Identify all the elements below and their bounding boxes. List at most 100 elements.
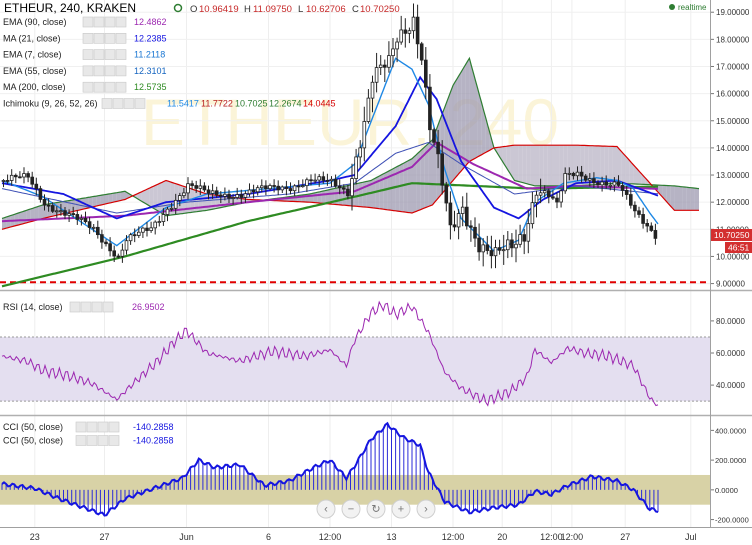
cci-legend-button[interactable]: [108, 421, 120, 433]
indicator-row-button[interactable]: [82, 65, 94, 77]
indicator-row-button[interactable]: [93, 16, 105, 28]
cci-legend-button[interactable]: [75, 435, 87, 446]
symbol-title[interactable]: ETHEUR, 240, KRAKEN: [4, 1, 136, 15]
cci-legend-button[interactable]: [86, 435, 98, 446]
cci-legend[interactable]: CCI (50, close) -140.2858: [3, 421, 174, 433]
indicator-row-button[interactable]: [115, 65, 127, 77]
indicator-row-button[interactable]: [93, 32, 105, 44]
cci-legend-button[interactable]: [97, 421, 109, 433]
indicator-row-button[interactable]: [93, 49, 105, 60]
candle-body: [108, 243, 112, 252]
indicator-row-button[interactable]: [115, 32, 127, 44]
indicator-row-button[interactable]: [104, 65, 116, 77]
ohlc-low-value: 10.62706: [306, 4, 346, 15]
cci-legend-button[interactable]: [108, 435, 120, 446]
indicator-row[interactable]: EMA (55, close) 12.3101: [3, 65, 167, 77]
time-tick-label: 6: [266, 532, 271, 542]
indicator-row-button[interactable]: [93, 81, 105, 93]
candle-body: [194, 185, 199, 189]
cloud-segment: [530, 145, 535, 186]
cci-legend-button[interactable]: [75, 421, 87, 433]
cloud-segment: [207, 194, 212, 211]
cloud-segment: [617, 146, 622, 184]
indicator-row-button[interactable]: [82, 49, 94, 60]
candle-body: [9, 174, 14, 181]
nav-button-circle[interactable]: [391, 499, 411, 519]
indicator-row-button[interactable]: [115, 49, 127, 60]
last-price-tag: 10.70250 46:51: [711, 229, 752, 253]
nav-button-circle[interactable]: [341, 499, 361, 519]
price-tick-label: 12.00000: [716, 198, 750, 207]
zoom-out-button[interactable]: −: [341, 499, 361, 519]
cloud-segment: [518, 145, 523, 183]
indicator-row-button[interactable]: [104, 32, 116, 44]
realtime-label: realtime: [678, 3, 707, 12]
realtime-dot: [669, 4, 675, 10]
indicator-row-button[interactable]: [104, 16, 116, 28]
last-price-box: [711, 229, 752, 241]
candle-body: [428, 86, 432, 131]
cloud-segment: [453, 78, 458, 181]
cloud-segment: [92, 196, 97, 208]
candle-body: [419, 43, 424, 61]
indicator-row-button[interactable]: [104, 81, 116, 93]
rsi-legend[interactable]: RSI (14, close) 26.9502: [3, 301, 165, 313]
ichimoku-row-button[interactable]: [112, 98, 124, 109]
cloud-segment: [457, 71, 462, 176]
candle-body: [235, 194, 240, 198]
countdown-box: [725, 242, 752, 253]
candle-body: [317, 176, 321, 181]
rsi-legend-button[interactable]: [102, 301, 114, 313]
indicator-row-button[interactable]: [82, 16, 94, 28]
indicator-row[interactable]: MA (200, close) 12.5735: [3, 81, 167, 93]
candle-body: [337, 185, 342, 189]
cci-tick-label: -200.0000: [715, 516, 749, 525]
indicator-row-button[interactable]: [93, 65, 105, 77]
cloud-segment: [633, 164, 638, 185]
cloud-segment: [383, 171, 388, 210]
candle-body: [620, 185, 625, 191]
indicator-value: 12.3101: [134, 66, 167, 76]
rsi-legend-button[interactable]: [69, 301, 81, 313]
reset-button[interactable]: ↻: [366, 499, 386, 519]
scroll-right-button[interactable]: ›: [416, 499, 436, 519]
nav-button-circle[interactable]: [416, 499, 436, 519]
cloud-segment: [338, 186, 343, 206]
candle-body: [71, 213, 76, 215]
ichimoku-row-button[interactable]: [134, 98, 146, 109]
rsi-legend-button[interactable]: [80, 301, 92, 313]
scroll-left-button[interactable]: ‹: [316, 499, 336, 519]
ohlc-open-label: O: [190, 4, 197, 15]
nav-button-circle[interactable]: [366, 499, 386, 519]
indicator-row[interactable]: EMA (90, close) 12.4862: [3, 16, 167, 28]
indicator-row-button[interactable]: [82, 81, 94, 93]
chart-header: ETHEUR, 240, KRAKEN O 10.96419 H 11.0975…: [4, 1, 707, 15]
cci-legend-button[interactable]: [97, 435, 109, 446]
ohlc-high-value: 11.09750: [253, 4, 292, 15]
nav-button-circle[interactable]: [316, 499, 336, 519]
zoom-in-button[interactable]: +: [391, 499, 411, 519]
candle-body: [374, 67, 379, 83]
indicator-row-button[interactable]: [104, 49, 116, 60]
price-tick-label: 10.00000: [716, 252, 750, 261]
price-tick-label: 18.00000: [716, 35, 750, 44]
cci-legend[interactable]: CCI (50, close) -140.2858: [3, 435, 174, 446]
ichimoku-row-button[interactable]: [123, 98, 135, 109]
ichimoku-row[interactable]: Ichimoku (9, 26, 52, 26) 11.5417 11.7722 10…: [3, 98, 336, 109]
cloud-segment: [571, 145, 576, 186]
candle-body: [350, 178, 354, 197]
cci-legend-button[interactable]: [86, 421, 98, 433]
candle-body: [227, 193, 231, 199]
indicator-row-button[interactable]: [115, 81, 127, 93]
indicator-row-button[interactable]: [82, 32, 94, 44]
rsi-legend-button[interactable]: [91, 301, 103, 313]
indicator-row[interactable]: MA (21, close) 12.2385: [3, 32, 167, 44]
ichimoku-row-button[interactable]: [101, 98, 113, 109]
indicator-row-button[interactable]: [115, 16, 127, 28]
indicator-row[interactable]: EMA (7, close) 11.2118: [3, 49, 165, 60]
cloud-segment: [18, 211, 23, 225]
cloud-segment: [145, 188, 150, 206]
cloud-segment: [387, 169, 392, 211]
